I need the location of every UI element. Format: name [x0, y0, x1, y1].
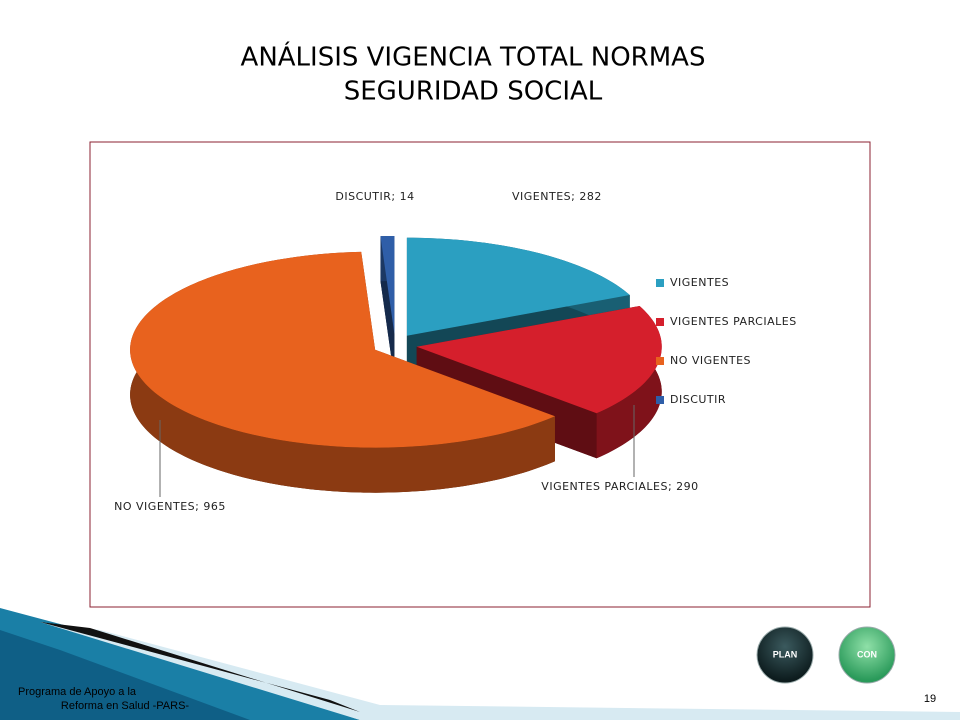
data-label: VIGENTES; 282 — [512, 190, 602, 203]
legend-swatch — [656, 357, 664, 365]
button-label[interactable]: PLAN — [773, 649, 798, 659]
footer-text: Programa de Apoyo a la Reforma en Salud -… — [18, 686, 189, 712]
slice — [130, 251, 555, 448]
button[interactable]: PLAN — [756, 626, 814, 684]
slice — [380, 236, 395, 335]
legend-label: VIGENTES — [670, 276, 729, 289]
legend-label: DISCUTIR — [670, 393, 726, 406]
legend-swatch — [656, 279, 664, 287]
page-number: 19 — [924, 693, 936, 705]
data-label: DISCUTIR; 14 — [335, 190, 414, 203]
chart-title: ANÁLISIS VIGENCIA TOTAL NORMAS — [241, 41, 706, 73]
data-label: VIGENTES PARCIALES; 290 — [541, 480, 698, 493]
button[interactable]: CON — [838, 626, 896, 684]
slice — [416, 306, 662, 414]
legend-label: VIGENTES PARCIALES — [670, 315, 797, 328]
button-label[interactable]: CON — [857, 649, 877, 659]
legend-label: NO VIGENTES — [670, 354, 751, 367]
pie: VIGENTES; 282 VIGENTES PARCIALES; 290 NO V… — [114, 190, 698, 513]
legend: VIGENTES VIGENTES PARCIALES NO VIGENTES DIS… — [656, 276, 797, 406]
legend-swatch — [656, 396, 664, 404]
data-label: NO VIGENTES; 965 — [114, 500, 226, 513]
decor — [0, 630, 250, 720]
legend-swatch — [656, 318, 664, 326]
chart-title: SEGURIDAD SOCIAL — [344, 77, 603, 107]
slice — [406, 237, 630, 336]
